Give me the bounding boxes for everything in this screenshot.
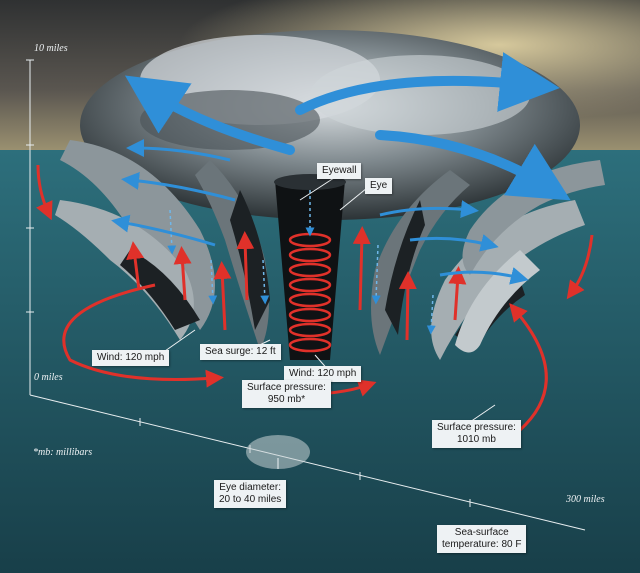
label-line: 950 mb* <box>267 394 306 405</box>
label-line: Eye diameter: <box>219 482 281 493</box>
label-line: Surface pressure: <box>437 422 516 433</box>
label-surface-pressure-center: Surface pressure: 950 mb* <box>242 380 331 408</box>
axis-label-bottom: 0 miles <box>34 372 63 383</box>
axis-label-right: 300 miles <box>566 494 605 505</box>
label-eyewall: Eyewall <box>317 163 362 179</box>
rain-bands <box>55 140 605 360</box>
axes <box>26 59 586 531</box>
label-line: 20 to 40 miles <box>219 494 282 505</box>
label-sea-surge: Sea surge: 12 ft <box>200 344 281 360</box>
label-line: Surface pressure: <box>247 382 326 393</box>
label-wind-center: Wind: 120 mph <box>284 366 362 382</box>
label-eye-diameter: Eye diameter: 20 to 40 miles <box>214 480 287 508</box>
label-sea-temperature: Sea-surface temperature: 80 F <box>437 525 527 553</box>
footnote: *mb: millibars <box>33 447 93 458</box>
label-surface-pressure-edge: Surface pressure: 1010 mb <box>432 420 521 448</box>
axis-label-top: 10 miles <box>34 43 68 54</box>
label-line: 1010 mb <box>457 434 496 445</box>
eye-downdraft <box>167 190 436 335</box>
label-line: temperature: 80 F <box>442 539 522 550</box>
upper-outflow <box>124 52 571 201</box>
label-wind-left: Wind: 120 mph <box>92 350 170 366</box>
band-updrafts <box>126 226 467 341</box>
eye-footprint <box>246 435 310 469</box>
label-eye: Eye <box>365 178 393 194</box>
label-line: Sea-surface <box>454 527 509 538</box>
eyewall-updraft-coil <box>288 232 332 353</box>
band-outflow <box>111 139 529 285</box>
